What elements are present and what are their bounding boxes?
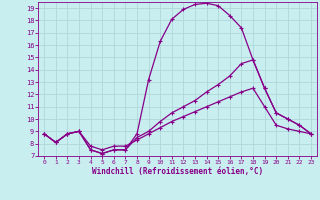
X-axis label: Windchill (Refroidissement éolien,°C): Windchill (Refroidissement éolien,°C) — [92, 167, 263, 176]
